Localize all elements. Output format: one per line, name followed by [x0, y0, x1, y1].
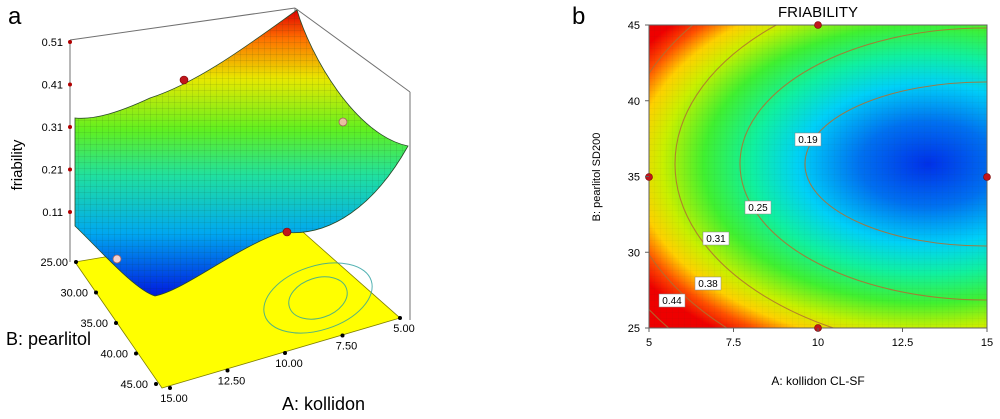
contour-x-tick-label: 5 — [646, 337, 652, 349]
contour-label-box — [794, 132, 822, 147]
pearlitol-tick-label: 25.00 — [40, 257, 68, 269]
contour-field — [649, 25, 987, 328]
kollidon-tick-label: 12.50 — [218, 376, 246, 388]
pearlitol-tick-mark — [154, 382, 158, 386]
pearlitol-tick-label: 35.00 — [80, 318, 108, 330]
surface-mesh — [75, 10, 408, 296]
pearlitol-tick-label: 30.00 — [60, 288, 88, 300]
design-point — [112, 254, 122, 264]
contour-label: 0.25 — [748, 203, 768, 214]
panel-a: a 0.51 0.41 0.31 0.21 0.11 friability 25.00 3… — [6, 3, 415, 414]
contour-label-box — [744, 200, 772, 215]
contour-x-tick-label: 15 — [981, 337, 993, 349]
z-axis: 0.51 0.41 0.31 0.21 0.11 — [42, 37, 72, 219]
contour-y-axis-label: B: pearlitol SD200 — [591, 133, 603, 222]
pearlitol-tick-mark — [94, 290, 98, 295]
z-tick-mark — [68, 82, 72, 87]
design-point — [282, 227, 292, 237]
kollidon-tick-label: 15.00 — [160, 393, 188, 405]
contour-label-box — [702, 231, 730, 246]
contour-label: 0.38 — [698, 279, 718, 290]
floor-contours — [263, 262, 373, 334]
pearlitol-tick-mark — [74, 260, 78, 264]
kollidon-axis: 15.00 12.50 10.00 7.50 5.00 — [160, 316, 415, 405]
contour-label-box — [694, 276, 722, 291]
pearlitol-tick-mark — [134, 351, 138, 356]
contour-x-axis-label: A: kollidon CL-SF — [771, 374, 864, 388]
contour-y-tick-label: 40 — [628, 96, 640, 108]
kollidon-axis-label: A: kollidon — [282, 394, 365, 414]
pearlitol-tick-label: 40.00 — [100, 349, 128, 361]
contour-y-tick-label: 25 — [628, 323, 640, 335]
kollidon-tick-mark — [283, 351, 287, 355]
contour-title: FRIABILITY — [778, 4, 858, 21]
pearlitol-axis-label: B: pearlitol — [6, 329, 91, 349]
contour-label-box — [658, 293, 686, 308]
contour-label: 0.31 — [706, 234, 726, 245]
pearlitol-tick-label: 45.00 — [120, 379, 148, 391]
design-point — [814, 21, 822, 29]
pearlitol-axis: 25.00 30.00 35.00 40.00 45.00 — [40, 257, 158, 391]
kollidon-tick-mark — [340, 333, 345, 338]
contour-y-tick-label: 45 — [628, 20, 640, 32]
contour-y-axis: 25 30 35 40 45 — [628, 20, 649, 335]
panel-a-letter: a — [8, 3, 22, 30]
contour-label: 0.19 — [798, 135, 818, 146]
contour-y-tick-label: 35 — [628, 172, 640, 184]
contour-y-tick-label: 30 — [628, 247, 640, 259]
contour-x-tick-label: 10 — [812, 337, 824, 349]
kollidon-tick-label: 5.00 — [393, 323, 414, 335]
contour-labels: 0.19 0.25 0.31 0.38 0.44 — [658, 132, 822, 308]
contour-x-axis: 5 7.5 10 12.5 15 — [646, 328, 993, 349]
z-tick-mark — [68, 210, 72, 214]
z-tick-mark — [68, 40, 72, 44]
z-tick-label: 0.11 — [42, 207, 63, 219]
z-tick-label: 0.41 — [42, 80, 63, 92]
design-point — [338, 117, 348, 127]
z-tick-mark — [68, 125, 72, 129]
kollidon-tick-label: 10.00 — [275, 358, 303, 370]
design-point — [179, 75, 189, 85]
contour-label: 0.44 — [662, 296, 682, 307]
pearlitol-tick-mark — [114, 321, 118, 325]
z-axis-label: friability — [9, 139, 26, 190]
contour-lines — [649, 25, 987, 328]
panel-b-letter: b — [572, 3, 585, 30]
z-tick-mark — [68, 167, 72, 172]
z-tick-label: 0.21 — [42, 165, 63, 177]
kollidon-tick-mark — [225, 368, 230, 373]
contour-x-tick-label: 7.5 — [726, 337, 741, 349]
contour-x-tick-label: 12.5 — [892, 337, 913, 349]
design-point — [983, 173, 991, 181]
kollidon-tick-mark — [168, 386, 172, 390]
kollidon-tick-mark — [398, 316, 402, 320]
z-tick-label: 0.51 — [42, 37, 63, 49]
kollidon-tick-label: 7.50 — [336, 341, 357, 353]
panel-b: b FRIABILITY 0.19 0.25 0.31 0.38 0.44 5 7.5 10… — [572, 3, 993, 388]
z-tick-label: 0.31 — [42, 122, 63, 134]
